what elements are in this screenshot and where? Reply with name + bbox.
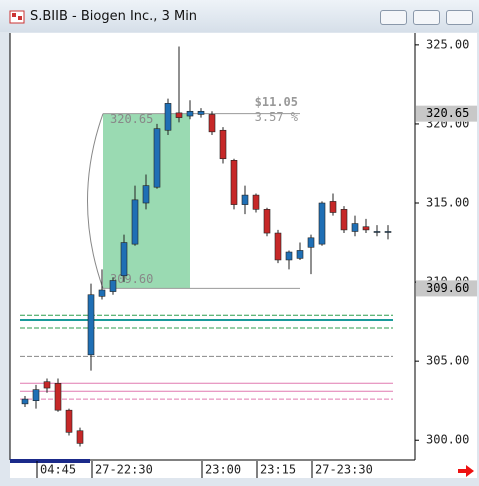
scroll-bar[interactable]	[10, 459, 90, 463]
price-axis	[415, 33, 477, 478]
measure-low-label: 309.60	[110, 272, 153, 286]
candle-body	[285, 251, 293, 261]
candle-body	[175, 112, 183, 118]
candle-body	[142, 185, 150, 204]
candle-body	[131, 199, 139, 245]
measure-high-label: 320.65	[110, 112, 153, 126]
candle-body	[76, 430, 84, 444]
maximize-button[interactable]	[413, 10, 440, 25]
candle-body	[65, 409, 73, 433]
x-tick-label: 27-23:30	[315, 463, 373, 477]
candle-body	[263, 209, 271, 234]
change-label: $11.05	[255, 95, 298, 109]
y-tick-label: 305.00	[426, 354, 469, 368]
window-title: S.BIIB - Biogen Inc., 3 Min	[30, 9, 198, 24]
candle-body	[252, 194, 260, 210]
candle-body	[241, 194, 249, 205]
candle-body	[98, 289, 106, 297]
time-axis	[10, 460, 415, 478]
candle-body	[318, 202, 326, 245]
y-tick-label: 315.00	[426, 196, 469, 210]
candle-body	[296, 250, 304, 259]
candle-body	[186, 110, 194, 117]
candle-body	[384, 231, 392, 233]
plot-area	[10, 33, 415, 460]
x-tick-label: 23:15	[260, 463, 296, 477]
candle-body	[351, 223, 359, 232]
y-tick-label: 300.00	[426, 433, 469, 447]
close-button[interactable]	[446, 10, 473, 25]
candle-body	[109, 280, 117, 292]
candle-body	[43, 381, 51, 389]
measure-bracket	[87, 113, 104, 289]
y-tick-label: 325.00	[426, 37, 469, 51]
candle-body	[32, 389, 40, 401]
x-tick-label: 04:45	[40, 463, 76, 477]
candle-body	[54, 382, 62, 411]
candle-body	[230, 160, 238, 205]
price-box	[416, 105, 477, 122]
chart: 300.00305.00310.00315.00320.00325.00320.…	[9, 33, 477, 478]
candle-body	[21, 398, 29, 405]
candle-body	[340, 209, 348, 231]
price-box	[416, 280, 477, 297]
candle-body	[373, 231, 381, 233]
x-tick-label: 23:00	[205, 463, 241, 477]
candle-body	[219, 129, 227, 160]
price-box-label: 320.65	[426, 106, 469, 120]
candle-body	[307, 237, 315, 248]
candle-body	[164, 103, 172, 131]
percent-label: 3.57 %	[255, 110, 299, 124]
candle-body	[87, 294, 95, 356]
candle-body	[362, 226, 370, 231]
candle-body	[208, 114, 216, 133]
candle-body	[197, 110, 205, 115]
x-tick-label: 27-22:30	[95, 463, 153, 477]
price-box-label: 309.60	[426, 281, 469, 295]
candle-body	[120, 242, 128, 277]
candle-body	[274, 232, 282, 261]
minimize-button[interactable]	[380, 10, 407, 25]
candle-body	[329, 201, 337, 213]
scroll-arrow[interactable]	[458, 465, 474, 477]
title-bar: S.BIIB - Biogen Inc., 3 Min	[0, 0, 479, 32]
app-icon	[9, 10, 25, 24]
candle-body	[153, 128, 161, 188]
